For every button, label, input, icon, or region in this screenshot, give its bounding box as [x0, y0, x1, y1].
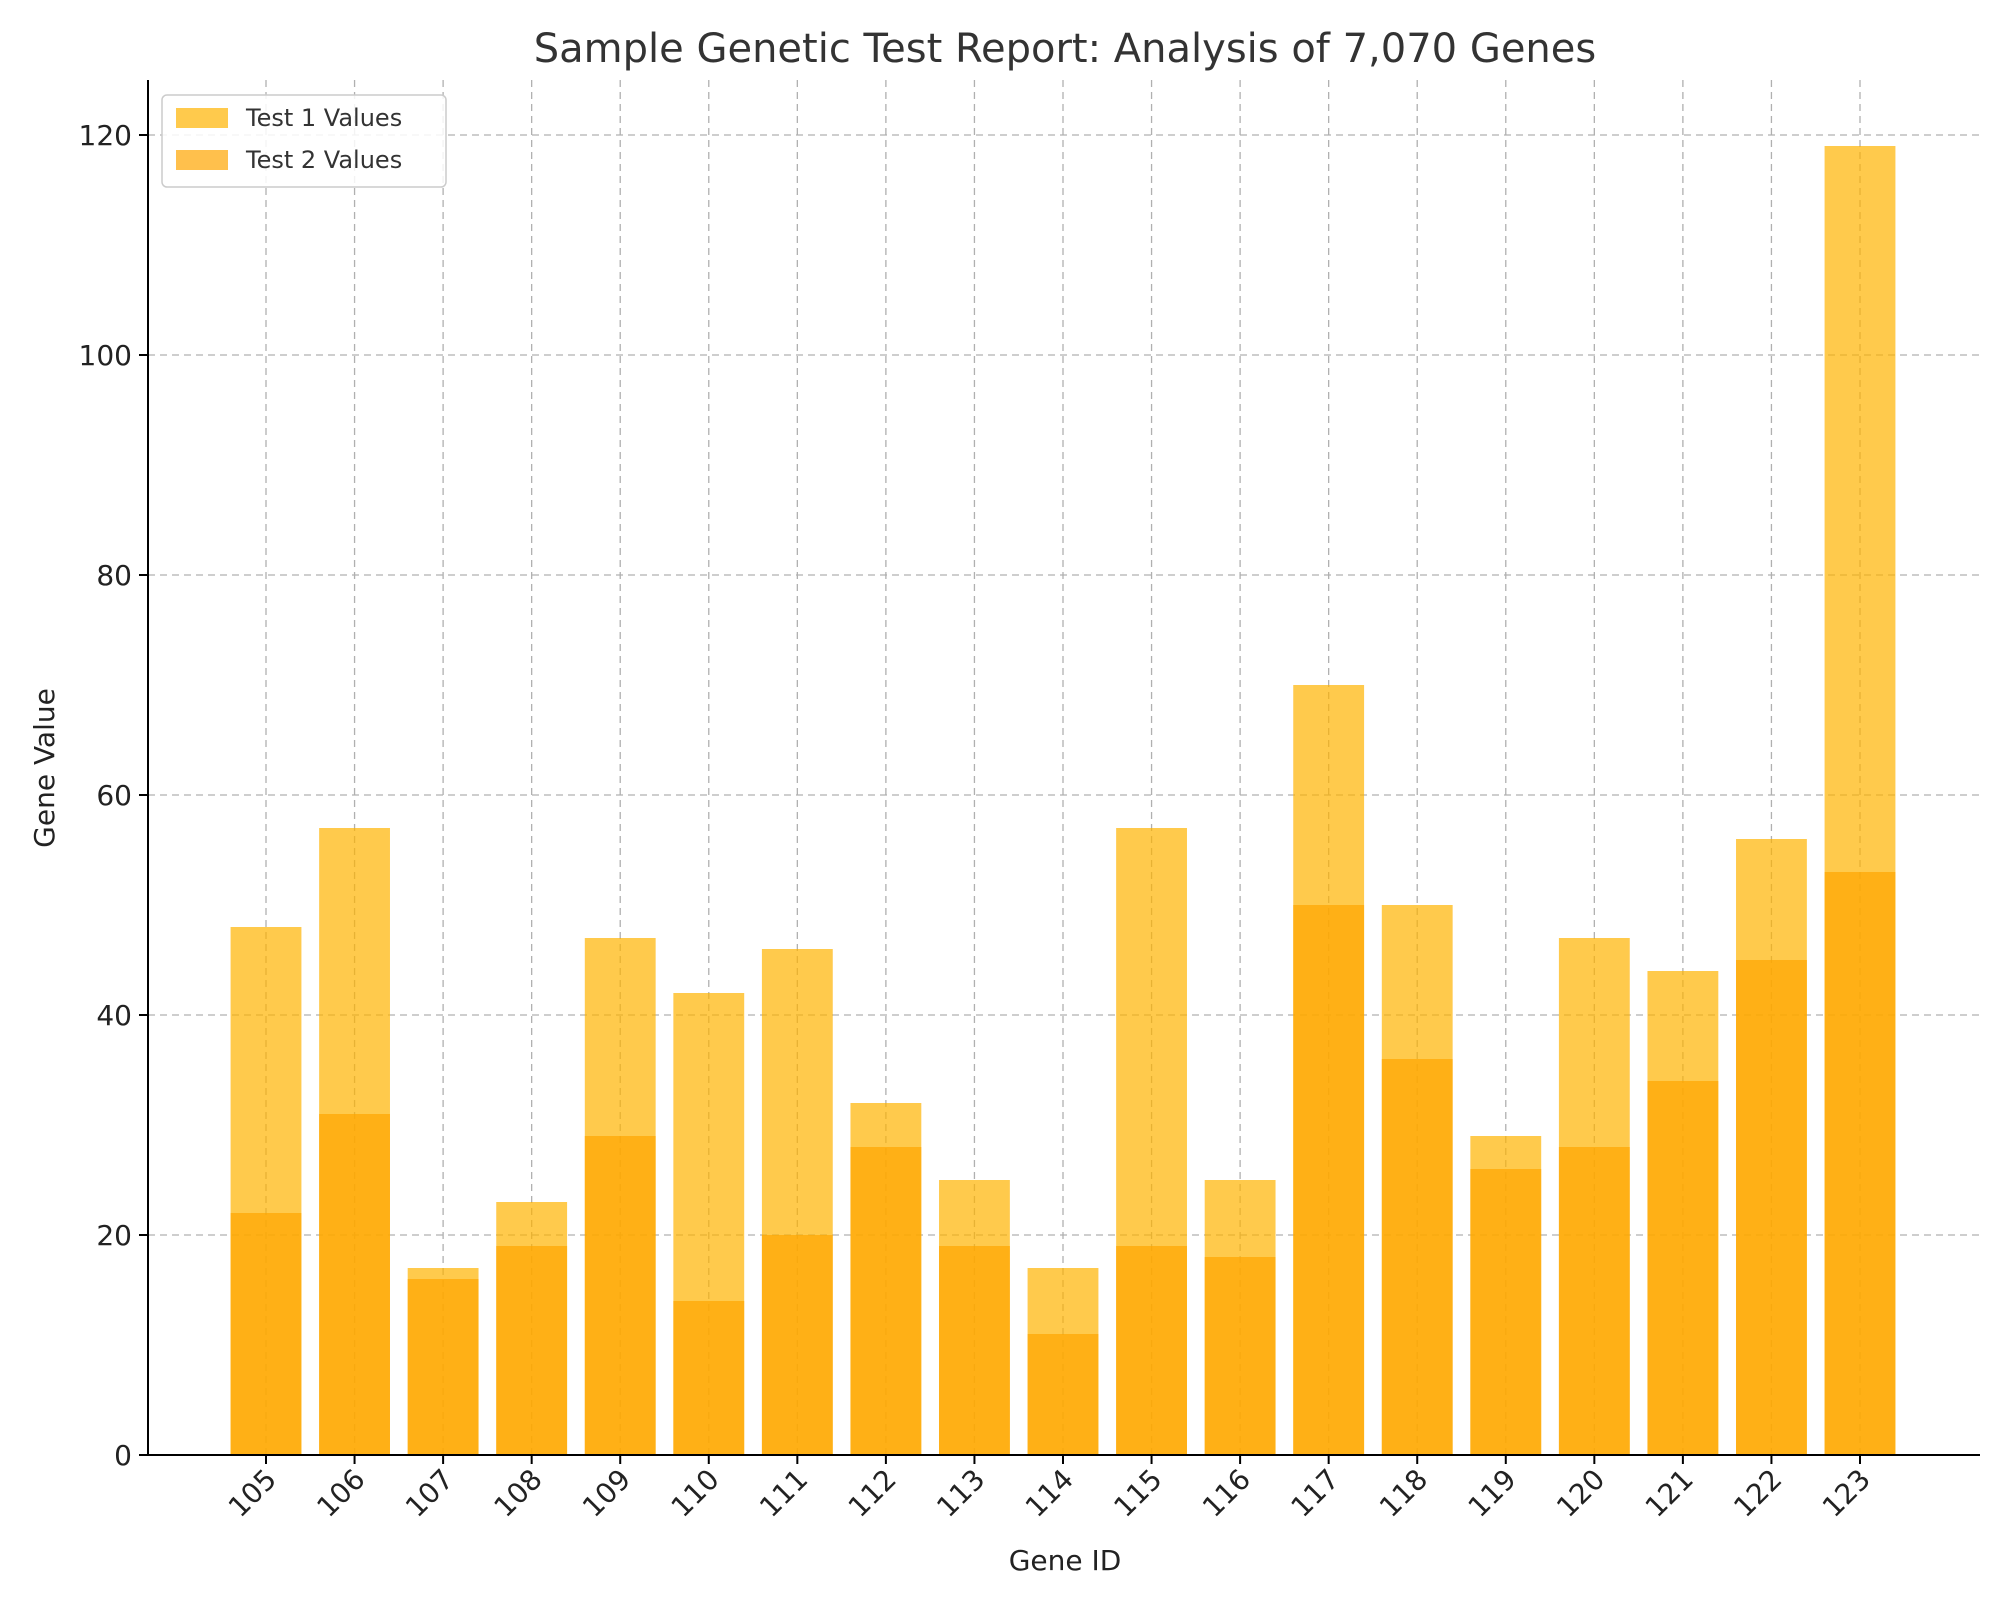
y-tick-label: 80	[96, 559, 132, 592]
y-tick-label: 100	[79, 339, 132, 372]
y-tick-label: 60	[96, 779, 132, 812]
bar-series-2-105	[230, 1213, 302, 1455]
x-tick-label: 106	[310, 1463, 371, 1524]
bar-series-2-114	[1027, 1334, 1099, 1455]
y-axis-label: Gene Value	[28, 688, 61, 848]
x-tick-label: 112	[842, 1463, 903, 1524]
legend-label-2: Test 2 Values	[245, 146, 402, 174]
legend: Test 1 Values Test 2 Values	[161, 94, 447, 188]
legend-swatch-1	[176, 108, 228, 128]
bar-series-2-123	[1824, 872, 1896, 1455]
bar-series-2-118	[1381, 1059, 1453, 1455]
bar-series-2-106	[319, 1114, 390, 1455]
bar-series-2-117	[1293, 905, 1365, 1455]
bars-layer	[230, 146, 1896, 1455]
x-tick-label: 120	[1550, 1463, 1611, 1524]
bar-series-2-108	[496, 1246, 568, 1455]
x-tick-label: 113	[930, 1463, 991, 1524]
x-tick-label: 117	[1284, 1463, 1345, 1524]
x-tick-label: 114	[1019, 1463, 1080, 1524]
x-tick-label: 122	[1727, 1463, 1788, 1524]
bar-series-2-111	[761, 1235, 833, 1455]
y-tick-label: 0	[114, 1439, 132, 1472]
bar-series-2-119	[1470, 1169, 1542, 1455]
x-tick-label: 123	[1816, 1463, 1877, 1524]
y-tick-label: 40	[96, 999, 132, 1032]
x-tick-label: 110	[665, 1463, 726, 1524]
x-tick-label: 111	[753, 1463, 814, 1524]
legend-swatch-2	[176, 150, 228, 170]
x-axis-label: Gene ID	[1009, 1544, 1122, 1577]
x-tick-label: 116	[1196, 1463, 1257, 1524]
y-tick-label: 20	[96, 1219, 132, 1252]
bar-series-2-115	[1116, 1246, 1187, 1455]
x-tick-label: 118	[1373, 1463, 1434, 1524]
bar-series-2-109	[584, 1136, 656, 1455]
x-tick-label: 107	[399, 1463, 460, 1524]
bar-series-2-113	[939, 1246, 1010, 1455]
chart-title: Sample Genetic Test Report: Analysis of …	[534, 26, 1596, 72]
legend-label-1: Test 1 Values	[245, 104, 402, 132]
x-tick-label: 105	[222, 1463, 283, 1524]
x-tick-label: 109	[576, 1463, 637, 1524]
x-tick-label: 115	[1107, 1463, 1168, 1524]
x-tick-label: 108	[487, 1463, 548, 1524]
bar-series-2-116	[1204, 1257, 1276, 1455]
legend-box	[161, 94, 447, 188]
bar-series-2-112	[850, 1147, 922, 1455]
bar-series-2-121	[1647, 1081, 1719, 1455]
y-tick-label: 120	[79, 119, 132, 152]
x-tick-label: 121	[1639, 1463, 1700, 1524]
bar-series-2-122	[1736, 960, 1807, 1455]
x-tick-label: 119	[1462, 1463, 1523, 1524]
bar-series-2-120	[1558, 1147, 1630, 1455]
bar-series-2-107	[407, 1279, 479, 1455]
bar-series-2-110	[673, 1301, 745, 1455]
